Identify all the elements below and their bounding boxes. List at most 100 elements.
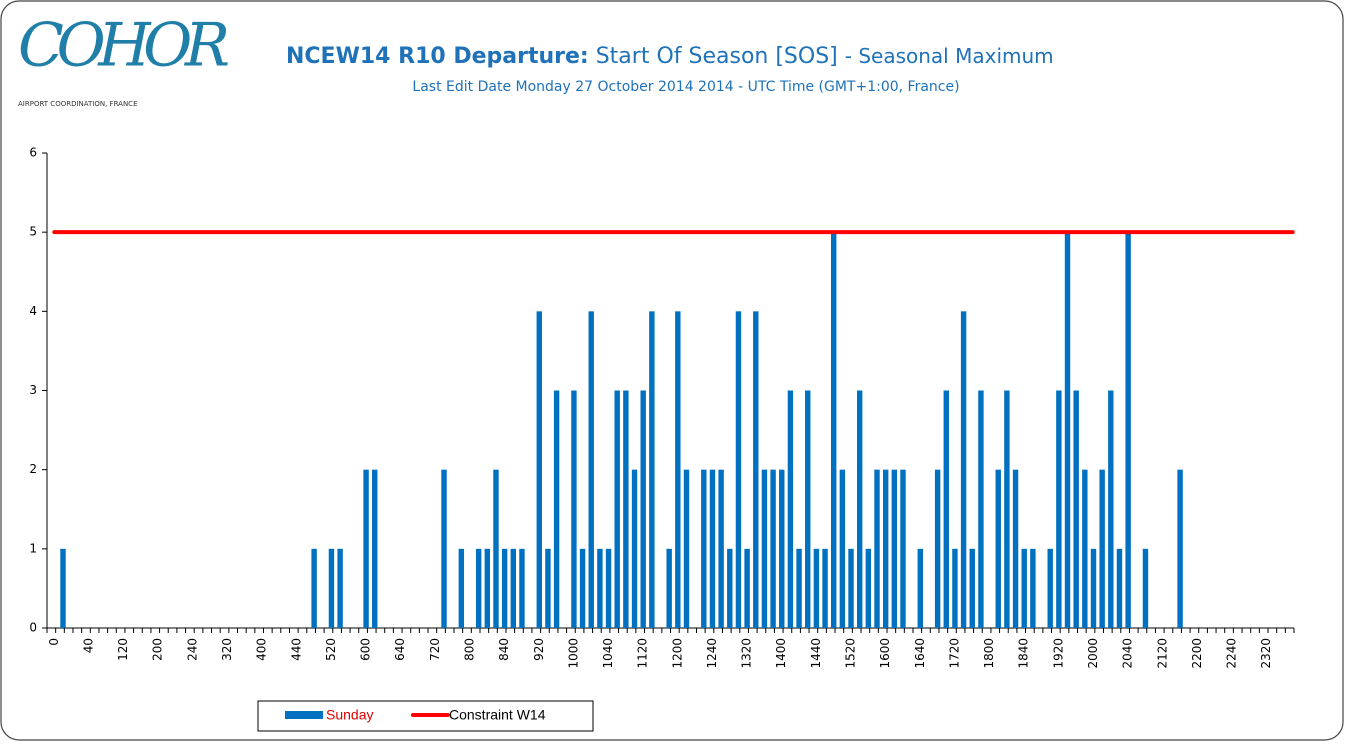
bar — [701, 469, 707, 628]
bar — [597, 548, 603, 628]
bar — [545, 548, 551, 628]
x-tick-label: 1120 — [636, 638, 650, 669]
bar — [891, 469, 898, 628]
title-part: NCEW14 R10 Departure: — [286, 44, 589, 69]
bar — [623, 390, 629, 628]
bar — [770, 469, 776, 628]
x-tick-label: 920 — [532, 638, 546, 661]
x-tick-label: 600 — [359, 638, 373, 661]
x-tick-label: 0 — [47, 638, 61, 646]
bar — [1082, 469, 1088, 628]
bar — [493, 469, 499, 628]
bar — [363, 469, 369, 628]
bar — [917, 548, 924, 628]
bar — [441, 469, 447, 628]
x-tick-label: 400 — [255, 638, 269, 661]
bar — [666, 548, 672, 628]
legend-label: Sunday — [326, 707, 373, 723]
bar — [856, 390, 863, 628]
bar — [640, 390, 646, 628]
bar — [683, 469, 690, 628]
x-tick-label: 1840 — [1017, 638, 1031, 669]
x-tick-label: 1800 — [982, 638, 996, 669]
bar — [631, 469, 638, 628]
bar — [865, 548, 872, 628]
bar — [995, 469, 1001, 628]
legend-label: Constraint W14 — [449, 707, 546, 723]
bar — [484, 548, 491, 628]
bar — [553, 390, 560, 628]
bar — [727, 548, 733, 628]
bar — [605, 548, 612, 628]
bar — [934, 469, 941, 628]
bar — [649, 311, 655, 628]
bar — [753, 311, 759, 628]
bar — [1090, 548, 1097, 628]
bar — [458, 548, 465, 628]
logo: COHOR — [18, 11, 230, 81]
bar — [978, 390, 984, 628]
bar — [372, 469, 378, 628]
x-tick-label: 1400 — [774, 638, 788, 669]
bar — [761, 469, 768, 628]
bar — [882, 469, 889, 628]
title-part: Start Of Season [SOS] — [596, 44, 838, 69]
x-tick-label: 1920 — [1051, 638, 1065, 669]
bar — [787, 390, 794, 628]
bar — [510, 548, 516, 628]
bar — [1004, 390, 1010, 628]
bar — [813, 548, 820, 628]
x-tick-label: 1000 — [566, 638, 580, 669]
bar — [900, 469, 906, 628]
bar — [519, 548, 525, 628]
x-tick-label: 1600 — [878, 638, 892, 669]
bar — [1056, 390, 1062, 628]
bar — [1116, 548, 1123, 628]
bar — [337, 548, 343, 628]
y-tick-label: 2 — [29, 462, 37, 476]
x-tick-label: 800 — [462, 638, 476, 661]
bar — [735, 311, 742, 628]
x-tick-label: 720 — [428, 638, 442, 661]
x-tick-label: 840 — [497, 638, 511, 661]
x-tick-label: 240 — [185, 638, 199, 661]
bar — [675, 311, 681, 628]
y-tick-label: 6 — [29, 146, 37, 160]
bar — [1073, 390, 1079, 628]
bar — [1125, 232, 1131, 628]
bar — [943, 390, 949, 628]
bar — [839, 469, 846, 628]
x-tick-label: 2320 — [1259, 638, 1273, 669]
x-tick-label: 1240 — [705, 638, 719, 669]
bar — [831, 232, 837, 628]
bar — [475, 548, 482, 628]
bar — [614, 390, 620, 628]
x-tick-label: 1440 — [809, 638, 823, 669]
bar — [848, 548, 854, 628]
bar — [1108, 390, 1114, 628]
bar — [1030, 548, 1036, 628]
y-tick-label: 0 — [29, 621, 37, 635]
legend: Sunday Constraint W14 — [257, 700, 594, 732]
x-tick-label: 40 — [81, 638, 95, 653]
x-tick-label: 120 — [116, 638, 130, 661]
bar — [969, 548, 975, 628]
x-tick-label: 320 — [220, 638, 234, 661]
x-tick-label: 1320 — [740, 638, 754, 669]
bar — [328, 548, 335, 628]
bar — [709, 469, 716, 628]
legend-swatch — [285, 711, 323, 719]
bar — [536, 311, 542, 628]
y-tick-label: 3 — [29, 383, 37, 397]
title-part: - Seasonal Maximum — [845, 44, 1054, 68]
bar — [1064, 232, 1071, 628]
bar — [1142, 548, 1149, 628]
x-tick-label: 1520 — [844, 638, 858, 669]
x-tick-label: 1720 — [947, 638, 961, 669]
bar — [1177, 469, 1183, 628]
y-tick-label: 5 — [29, 225, 37, 239]
x-tick-label: 520 — [324, 638, 338, 661]
bar — [744, 548, 750, 628]
